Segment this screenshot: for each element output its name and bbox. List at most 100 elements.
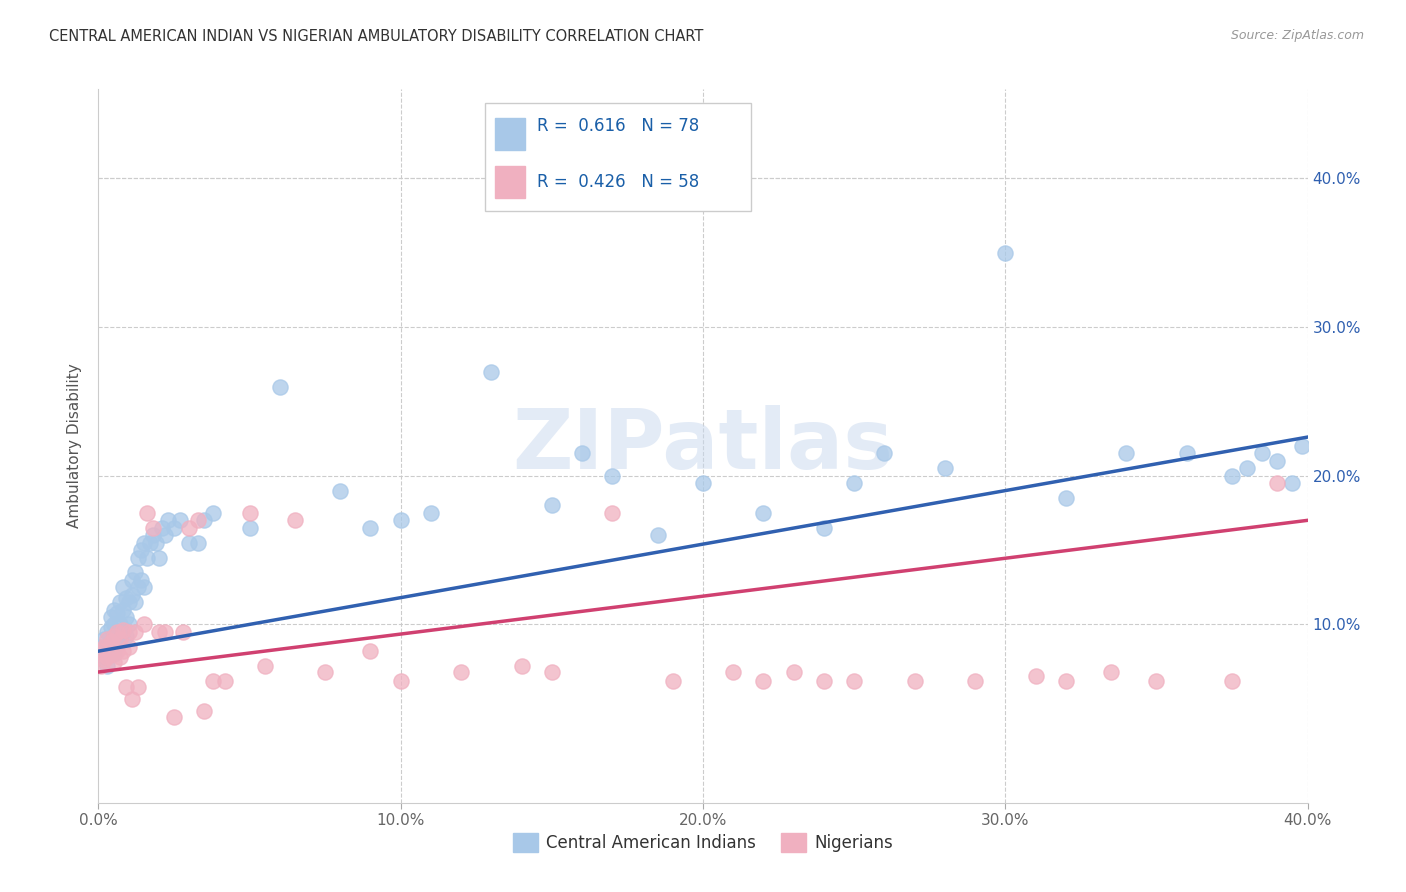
Point bbox=[1115, 446, 1137, 460]
Point bbox=[90, 644, 112, 658]
Point bbox=[90, 659, 112, 673]
Point bbox=[389, 673, 412, 688]
Point bbox=[105, 624, 128, 639]
Point bbox=[156, 513, 179, 527]
Point bbox=[602, 468, 624, 483]
Point bbox=[103, 655, 125, 669]
Point bbox=[783, 665, 806, 679]
Point bbox=[150, 521, 173, 535]
Point bbox=[108, 650, 131, 665]
FancyBboxPatch shape bbox=[495, 118, 526, 150]
Point bbox=[114, 610, 136, 624]
Text: R =  0.616   N = 78: R = 0.616 N = 78 bbox=[537, 118, 700, 136]
Point bbox=[118, 595, 141, 609]
Point bbox=[1236, 461, 1258, 475]
Point bbox=[100, 635, 122, 649]
Point bbox=[314, 665, 336, 679]
Point bbox=[1267, 454, 1289, 468]
Point bbox=[193, 513, 215, 527]
Point bbox=[100, 610, 122, 624]
Point bbox=[214, 673, 236, 688]
Point bbox=[187, 535, 209, 549]
Point bbox=[142, 528, 165, 542]
Point bbox=[269, 379, 291, 393]
Point bbox=[179, 521, 201, 535]
Point bbox=[135, 506, 157, 520]
Text: R =  0.426   N = 58: R = 0.426 N = 58 bbox=[537, 173, 700, 191]
Point bbox=[1054, 673, 1077, 688]
Point bbox=[752, 506, 775, 520]
Point bbox=[540, 665, 562, 679]
Point bbox=[153, 624, 176, 639]
Point bbox=[1099, 665, 1122, 679]
Point bbox=[108, 632, 131, 647]
Point bbox=[121, 588, 143, 602]
Point bbox=[723, 665, 745, 679]
Point bbox=[661, 673, 683, 688]
Point bbox=[540, 499, 562, 513]
Point bbox=[111, 580, 134, 594]
Point bbox=[108, 632, 131, 647]
Point bbox=[602, 506, 624, 520]
Point bbox=[163, 521, 186, 535]
Point bbox=[329, 483, 352, 498]
Point bbox=[103, 602, 125, 616]
Point bbox=[90, 640, 112, 654]
Point bbox=[179, 535, 201, 549]
Point bbox=[510, 659, 533, 673]
Point bbox=[239, 506, 262, 520]
Point bbox=[1220, 673, 1243, 688]
Point bbox=[139, 535, 162, 549]
Point bbox=[153, 528, 176, 542]
FancyBboxPatch shape bbox=[485, 103, 751, 211]
Point bbox=[142, 521, 165, 535]
Point bbox=[1267, 476, 1289, 491]
Point bbox=[647, 528, 669, 542]
Point bbox=[202, 673, 225, 688]
Point bbox=[571, 446, 593, 460]
Point bbox=[873, 446, 896, 460]
Point bbox=[1281, 476, 1303, 491]
Point bbox=[132, 535, 155, 549]
Point bbox=[239, 521, 262, 535]
Point bbox=[904, 673, 927, 688]
Point bbox=[752, 673, 775, 688]
Point bbox=[965, 673, 987, 688]
Point bbox=[124, 624, 146, 639]
Point bbox=[187, 513, 209, 527]
Point bbox=[111, 602, 134, 616]
Point bbox=[127, 550, 149, 565]
Point bbox=[103, 617, 125, 632]
Point bbox=[118, 617, 141, 632]
Point bbox=[360, 521, 382, 535]
Point bbox=[96, 632, 118, 647]
Point bbox=[108, 617, 131, 632]
Point bbox=[1220, 468, 1243, 483]
Point bbox=[96, 659, 118, 673]
Point bbox=[121, 573, 143, 587]
Point bbox=[172, 624, 194, 639]
Point bbox=[118, 640, 141, 654]
Point bbox=[124, 595, 146, 609]
Point bbox=[994, 245, 1017, 260]
Y-axis label: Ambulatory Disability: Ambulatory Disability bbox=[67, 364, 83, 528]
Point bbox=[111, 624, 134, 639]
Point bbox=[1291, 439, 1313, 453]
Point bbox=[114, 591, 136, 605]
Point bbox=[934, 461, 956, 475]
Point bbox=[253, 659, 276, 673]
Point bbox=[100, 647, 122, 661]
Point bbox=[127, 580, 149, 594]
Point bbox=[202, 506, 225, 520]
Text: ZIPatlas: ZIPatlas bbox=[513, 406, 893, 486]
Point bbox=[129, 573, 152, 587]
Point bbox=[169, 513, 191, 527]
Point bbox=[105, 624, 128, 639]
Point bbox=[844, 673, 866, 688]
Point bbox=[145, 535, 167, 549]
Point bbox=[103, 629, 125, 643]
Point bbox=[148, 624, 170, 639]
Point bbox=[100, 635, 122, 649]
Point bbox=[96, 644, 118, 658]
Legend: Central American Indians, Nigerians: Central American Indians, Nigerians bbox=[506, 826, 900, 859]
